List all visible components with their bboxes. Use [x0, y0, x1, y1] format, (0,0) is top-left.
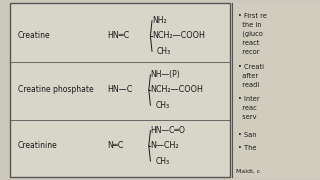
- Text: • San: • San: [238, 132, 257, 138]
- Text: NH₂: NH₂: [152, 16, 167, 25]
- Text: CH₃: CH₃: [155, 101, 169, 110]
- Text: NCH₂—COOH: NCH₂—COOH: [152, 31, 205, 40]
- Text: • The: • The: [238, 145, 257, 151]
- Text: • Inter: • Inter: [238, 96, 260, 102]
- Text: HN—C: HN—C: [107, 86, 132, 94]
- Text: the in: the in: [238, 22, 262, 28]
- Text: HN—C═O: HN—C═O: [150, 126, 185, 135]
- Text: CH₃: CH₃: [155, 157, 169, 166]
- Bar: [232, 3, 320, 177]
- Text: Creatine phosphate: Creatine phosphate: [18, 86, 93, 94]
- Text: react: react: [238, 40, 260, 46]
- Text: serv: serv: [238, 114, 257, 120]
- Text: N—CH₂: N—CH₂: [150, 141, 179, 150]
- Text: reac: reac: [238, 105, 257, 111]
- Text: NCH₂—COOH: NCH₂—COOH: [150, 86, 203, 94]
- Text: recor: recor: [238, 49, 260, 55]
- Text: • First re: • First re: [238, 13, 267, 19]
- Text: HN═C: HN═C: [107, 31, 130, 40]
- Text: Creatinine: Creatinine: [18, 141, 57, 150]
- Text: NH—(P): NH—(P): [150, 70, 180, 79]
- Text: Maidi, c: Maidi, c: [236, 168, 260, 174]
- Text: Creatine: Creatine: [18, 31, 50, 40]
- Text: CH₃: CH₃: [157, 47, 171, 56]
- Text: • Creati: • Creati: [238, 64, 264, 70]
- Text: readi: readi: [238, 82, 260, 88]
- Text: N═C: N═C: [107, 141, 124, 150]
- Text: (gluco: (gluco: [238, 31, 263, 37]
- Text: after: after: [238, 73, 259, 79]
- Bar: [10, 3, 230, 177]
